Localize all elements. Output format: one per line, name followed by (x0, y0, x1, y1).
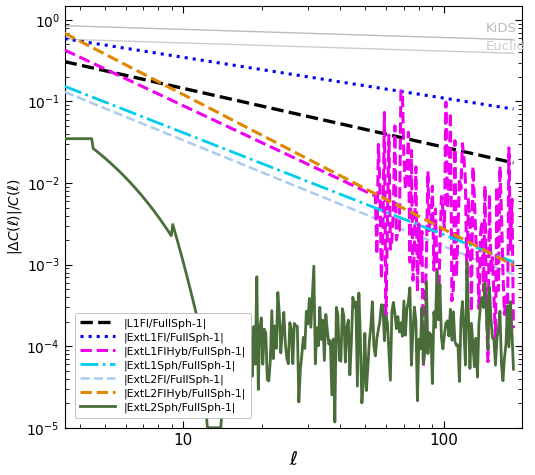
Legend: |L1Fl/FullSph-1|, |ExtL1Fl/FullSph-1|, |ExtL1FlHyb/FullSph-1|, |ExtL1Sph/FullSph: |L1Fl/FullSph-1|, |ExtL1Fl/FullSph-1|, |… (75, 313, 251, 418)
X-axis label: $\ell$: $\ell$ (289, 450, 298, 469)
Y-axis label: $|\Delta C(\ell)|/C(\ell)$: $|\Delta C(\ell)|/C(\ell)$ (5, 178, 24, 255)
Text: Euclid: Euclid (486, 40, 526, 53)
Text: KiDS: KiDS (486, 22, 517, 35)
